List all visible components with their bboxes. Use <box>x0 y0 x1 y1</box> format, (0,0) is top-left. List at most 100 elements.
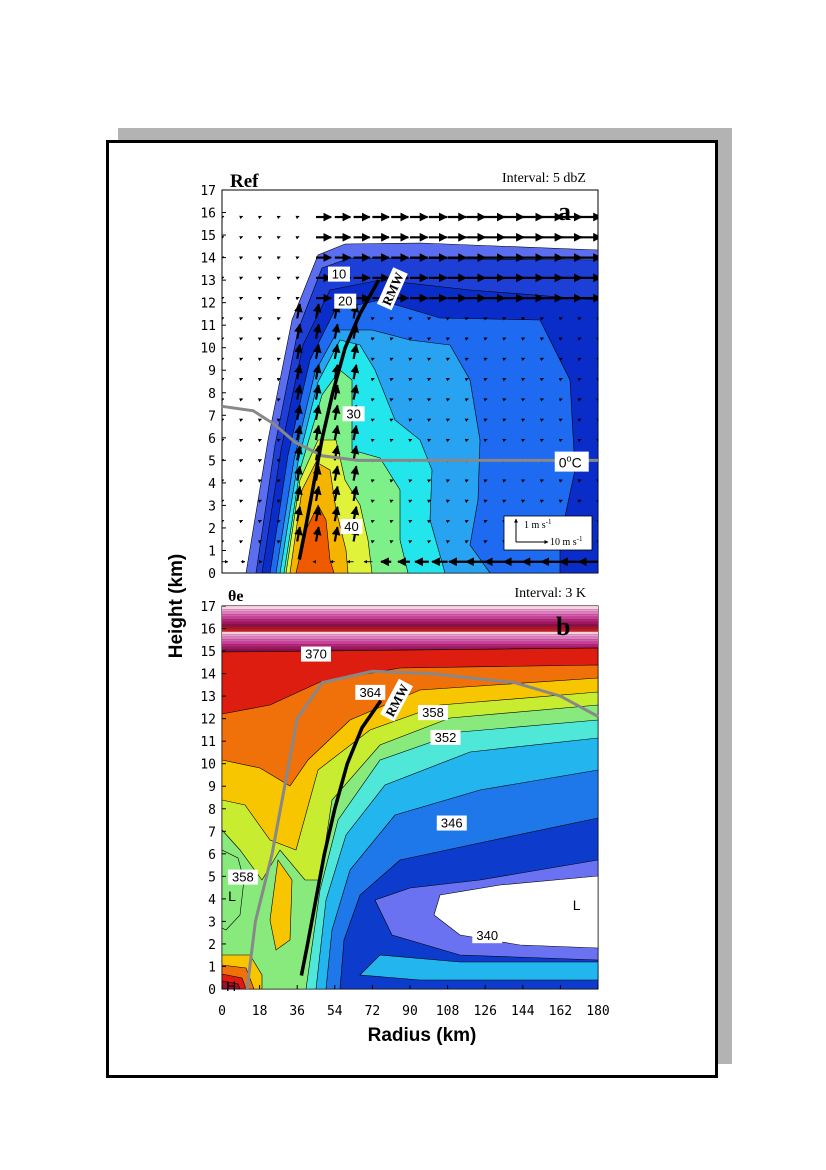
contour-label-bg <box>301 646 331 662</box>
wind-vector <box>239 519 244 524</box>
wind-vector <box>350 364 360 380</box>
freezing-label-degree: o <box>567 454 572 464</box>
wind-vector <box>295 276 300 280</box>
freezing-label-value: 0 <box>559 455 567 471</box>
y-tick-label-a: 2 <box>208 522 216 537</box>
y-tick-label-a: 9 <box>208 364 216 379</box>
panel-a-letter: a <box>558 197 571 226</box>
wind-vector <box>408 378 413 382</box>
wind-vector <box>350 384 360 400</box>
wind-vector <box>294 384 303 400</box>
wind-vector <box>222 418 225 422</box>
wind-vector <box>222 499 225 503</box>
x-tick-label: 54 <box>327 1004 343 1019</box>
freezing-label: 0oC <box>559 454 582 471</box>
y-tick-label-a: 13 <box>200 274 216 289</box>
wind-vector <box>222 296 225 301</box>
wind-vector <box>521 337 526 341</box>
y-tick-label-b: 0 <box>208 983 216 998</box>
wind-vector <box>239 215 244 220</box>
wind-vector <box>295 296 300 301</box>
wind-vector <box>445 378 450 382</box>
wind-vector-field <box>222 212 598 567</box>
wind-vector <box>521 398 526 402</box>
y-tick-label-b: 5 <box>208 870 216 885</box>
y-tick-label-a: 14 <box>200 252 216 267</box>
wind-vector <box>408 438 413 443</box>
wind-vector <box>502 378 507 382</box>
wind-vector <box>464 357 469 362</box>
wind-vector <box>464 479 469 483</box>
wind-vector <box>408 398 413 402</box>
wind-vector <box>276 398 281 402</box>
x-tick-label: 162 <box>549 1004 572 1019</box>
wind-vector <box>521 418 526 422</box>
panel-b-theta-e-field <box>222 606 598 989</box>
wind-vector <box>558 438 563 443</box>
wind-vector <box>483 337 488 341</box>
wind-vector <box>294 445 303 461</box>
wind-vector <box>370 438 375 443</box>
y-tick-label-a: 12 <box>200 297 216 312</box>
wind-vector <box>389 519 394 524</box>
contour-label-bg <box>327 266 350 282</box>
wind-vector <box>464 378 469 382</box>
y-tick-label-b: 11 <box>200 735 216 750</box>
wind-vector <box>502 438 507 443</box>
panel-a-variable-label: Ref <box>230 171 259 192</box>
wind-vector <box>295 236 300 240</box>
wind-vector <box>539 357 544 362</box>
wind-vector <box>558 337 563 341</box>
contour-label-bg <box>430 729 461 745</box>
wind-vector <box>464 438 469 443</box>
contour-label-bg <box>417 705 448 721</box>
wind-vector <box>350 465 360 481</box>
y-tick-label-b: 1 <box>208 960 216 975</box>
legend-horizontal-scale: 10 m s <box>550 537 577 548</box>
wind-vector <box>257 418 262 422</box>
wind-vector <box>331 404 341 421</box>
wind-vector <box>257 398 262 402</box>
extremum-label: H <box>226 978 236 994</box>
panel-a-interval-label: Interval: 5 dbZ <box>502 171 586 186</box>
wind-vector <box>483 519 488 524</box>
y-tick-label-a: 5 <box>208 454 216 469</box>
y-tick-label-a: 15 <box>200 229 216 244</box>
wind-vector <box>389 540 394 544</box>
wind-vector <box>464 337 469 341</box>
y-tick-label-a: 4 <box>208 477 216 492</box>
wind-vector <box>295 215 300 220</box>
wind-vector <box>222 337 225 341</box>
freezing-level-line <box>221 404 598 462</box>
wind-vector <box>483 438 488 443</box>
freezing-label-unit: C <box>572 455 582 471</box>
wind-vector <box>464 398 469 402</box>
wind-vector <box>222 276 225 280</box>
wind-vector <box>276 499 281 503</box>
wind-vector <box>427 378 432 382</box>
wind-vector <box>483 357 488 362</box>
wind-vector <box>239 459 244 463</box>
y-tick-label-b: 2 <box>208 938 216 953</box>
wind-vector <box>427 438 432 443</box>
wind-vector <box>521 357 526 362</box>
wind-vector <box>464 499 469 503</box>
wind-vector <box>370 479 375 483</box>
wind-vector <box>276 438 281 443</box>
y-tick-label-b: 8 <box>208 803 216 818</box>
wind-vector <box>239 256 244 260</box>
y-tick-label-b: 16 <box>200 623 216 638</box>
wind-vector <box>222 236 225 240</box>
wind-vector <box>312 323 322 339</box>
theta-band-mid-yellow <box>269 859 293 951</box>
wind-vector <box>239 337 244 341</box>
wind-vector <box>239 540 244 544</box>
wind-vector <box>239 357 244 362</box>
wind-vector <box>294 424 303 441</box>
legend-horizontal-exp: -1 <box>577 535 583 543</box>
wind-vector <box>558 357 563 362</box>
wind-vector <box>464 418 469 422</box>
